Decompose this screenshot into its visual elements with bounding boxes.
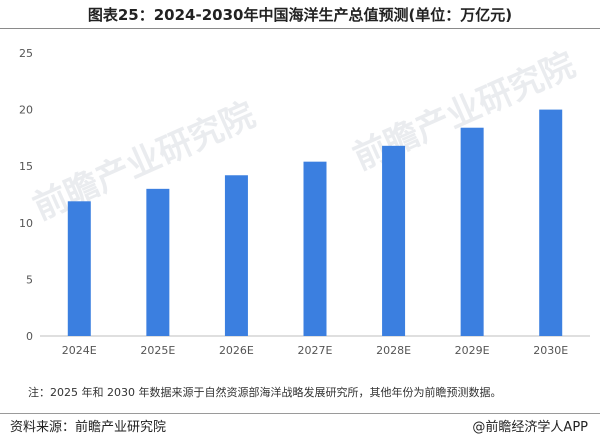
title-divider [0, 28, 600, 29]
y-tick-label: 15 [19, 160, 33, 173]
x-tick-label: 2030E [533, 344, 568, 357]
bar-2029E [460, 127, 484, 336]
chart-note: 注：2025 年和 2030 年数据来源于自然资源部海洋战略发展研究所，其他年份… [28, 386, 502, 399]
y-tick-label: 25 [19, 47, 33, 60]
chart-title: 图表25：2024-2030年中国海洋生产总值预测(单位：万亿元) [87, 6, 513, 24]
x-tick-label: 2026E [219, 344, 254, 357]
bar-2025E [146, 188, 170, 336]
x-tick-label: 2029E [455, 344, 490, 357]
x-tick-label: 2027E [298, 344, 333, 357]
bar-2028E [382, 145, 406, 336]
brand-text: @前瞻经济学人APP [472, 420, 588, 435]
y-tick-label: 5 [26, 273, 33, 286]
bar-2027E [303, 161, 327, 336]
y-tick-label: 10 [19, 217, 33, 230]
bar-2024E [67, 201, 91, 336]
x-tick-label: 2028E [376, 344, 411, 357]
source-text: 资料来源：前瞻产业研究院 [10, 420, 167, 435]
y-tick-label: 0 [26, 330, 33, 343]
x-tick-label: 2025E [140, 344, 175, 357]
x-tick-label: 2024E [62, 344, 97, 357]
bar-2030E [539, 109, 563, 336]
bar-2026E [224, 175, 248, 336]
footer-divider [0, 413, 600, 414]
y-tick-label: 20 [19, 104, 33, 117]
